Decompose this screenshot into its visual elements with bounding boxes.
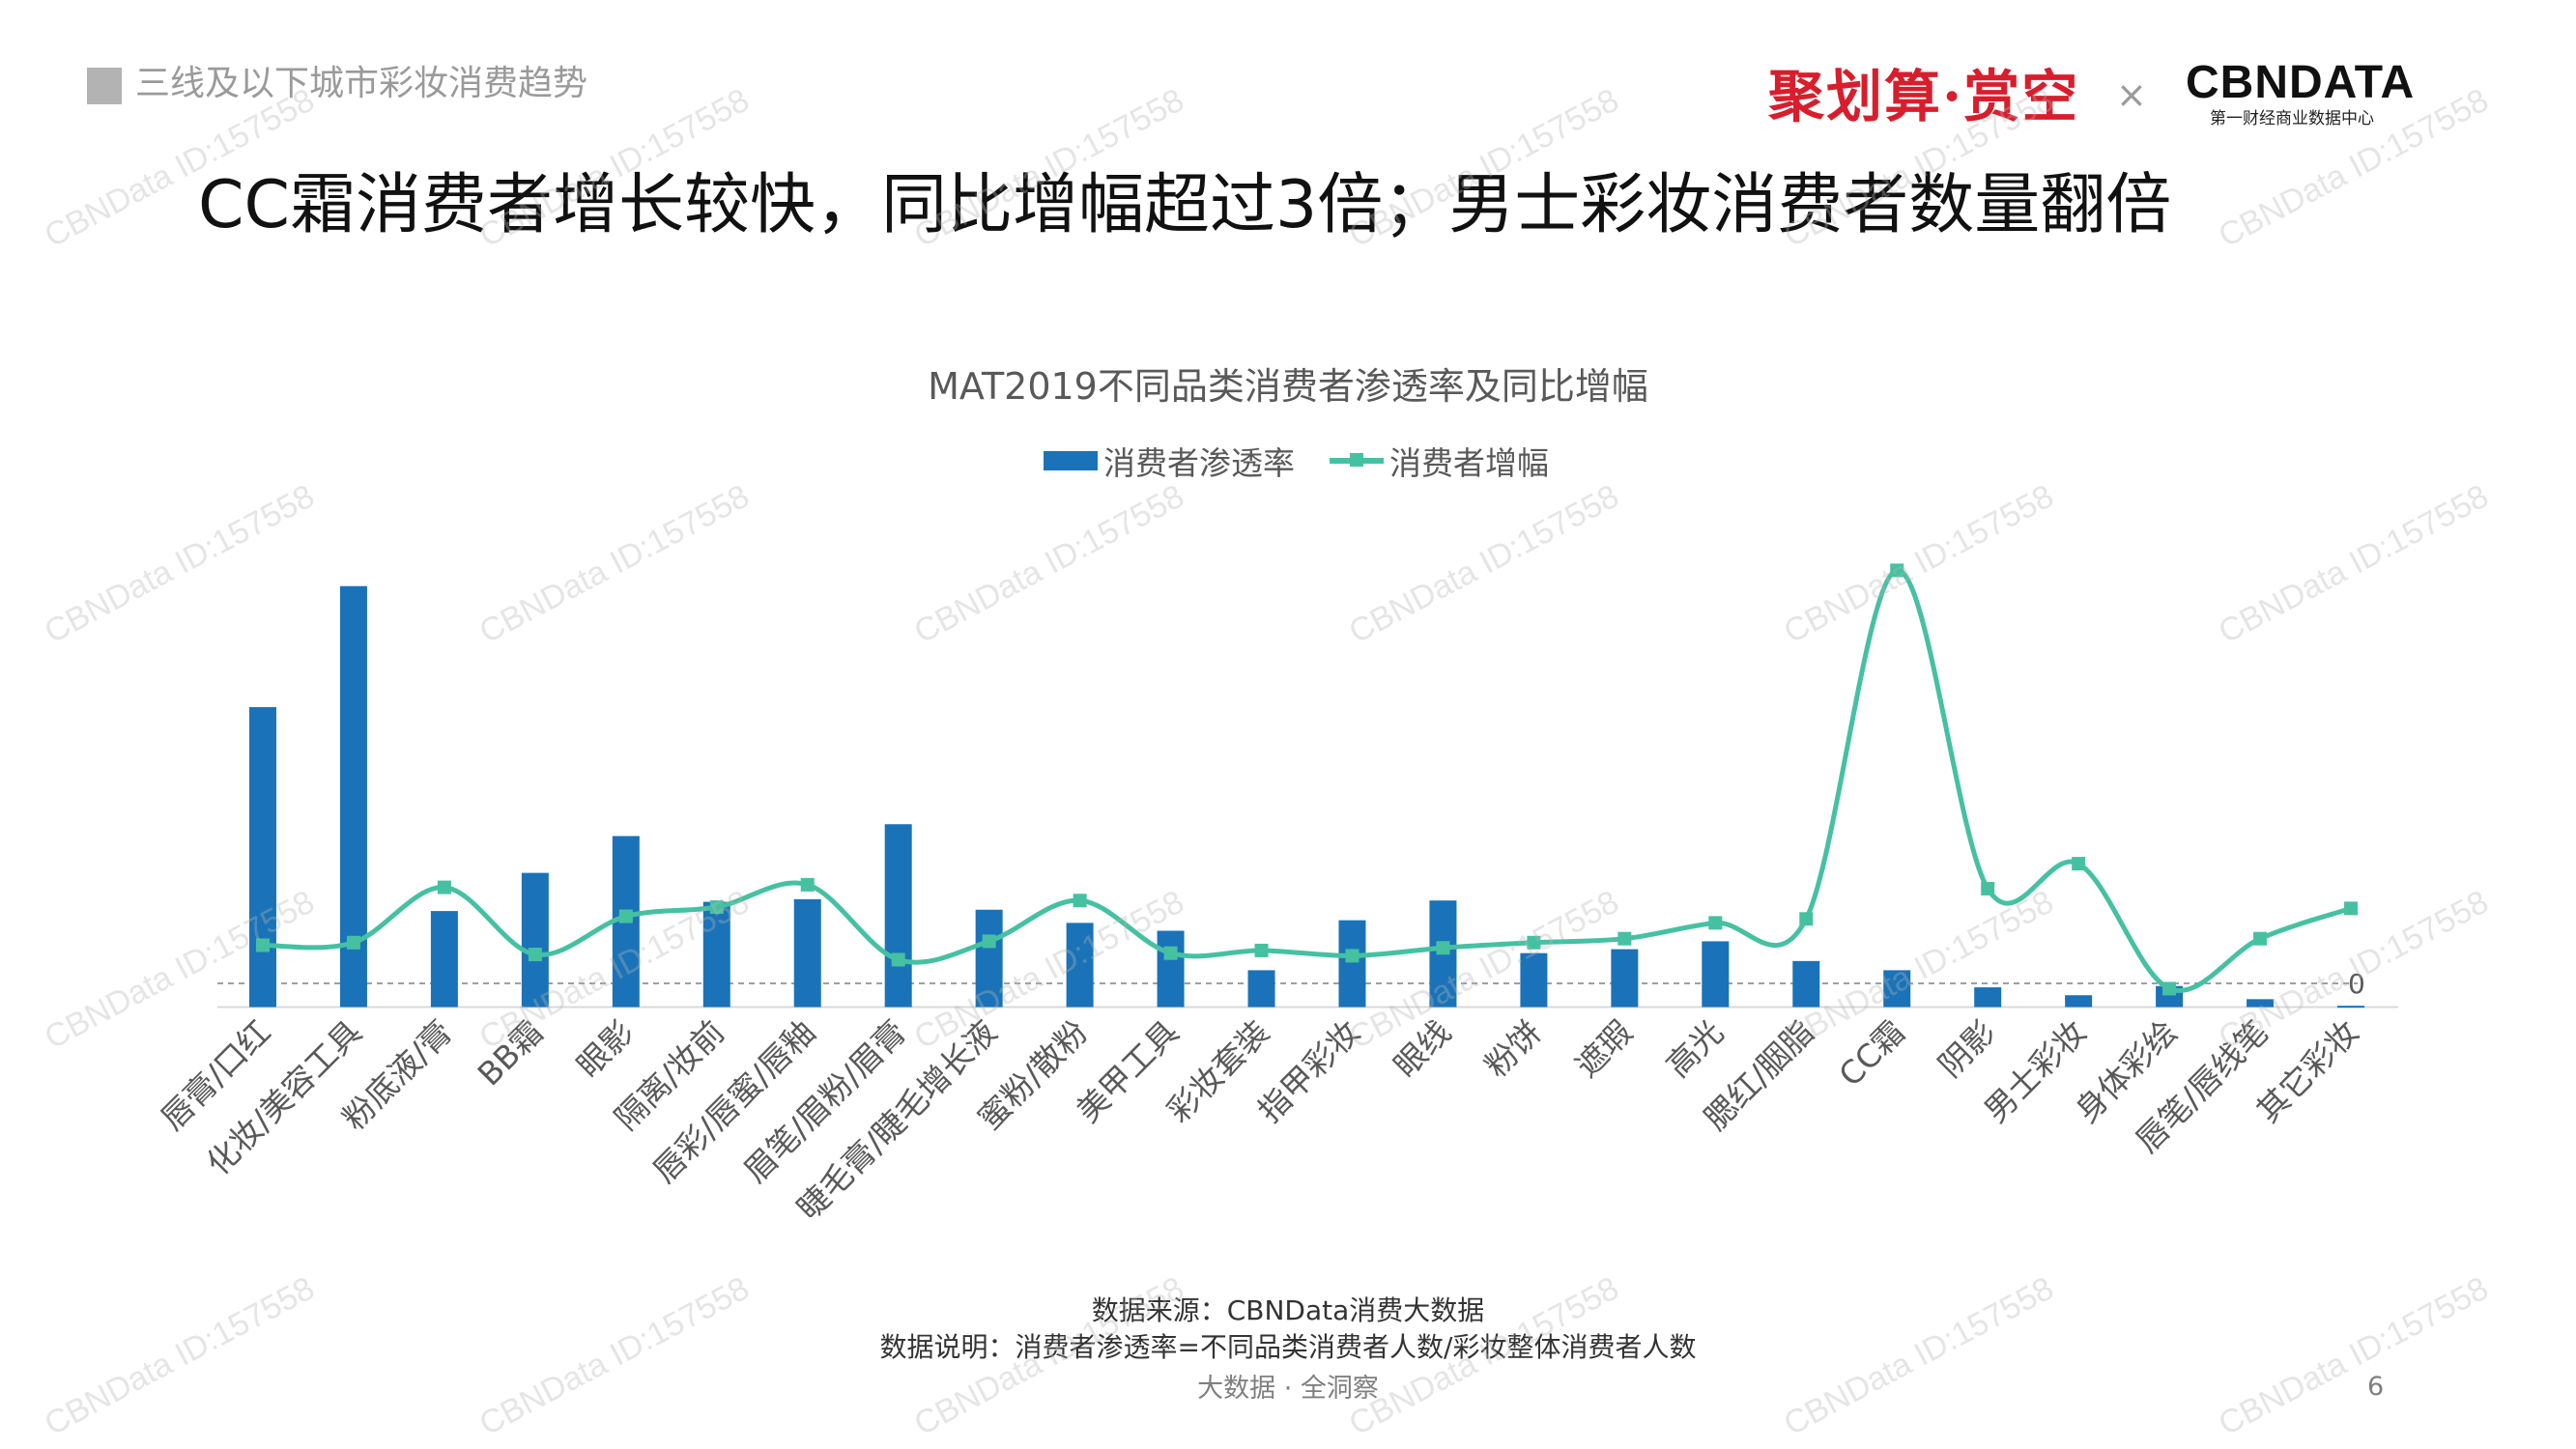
brand-separator: × <box>2116 73 2147 116</box>
growth-marker <box>2253 931 2268 946</box>
bar-penetration <box>430 911 458 1008</box>
bar-penetration <box>1338 920 1366 1008</box>
category-label: 阴影 <box>1932 1013 2003 1085</box>
legend-label-penetration: 消费者渗透率 <box>1103 444 1295 482</box>
growth-marker <box>1163 946 1178 960</box>
page-number: 6 <box>2367 1372 2385 1402</box>
category-label: BB霜 <box>471 1013 551 1094</box>
growth-line <box>262 567 2352 993</box>
category-label: 高光 <box>1659 1013 1731 1085</box>
cbndata-subtitle: 第一财经商业数据中心 <box>2210 109 2374 128</box>
headline: CC霜消费者增长较快，同比增幅超过3倍；男士彩妆消费者数量翻倍 <box>198 167 2172 243</box>
bar-penetration <box>248 707 276 1008</box>
data-source-note: 数据来源：CBNData消费大数据 <box>1091 1294 1485 1326</box>
legend-item-penetration: 消费者渗透率 <box>1044 438 1295 484</box>
category-label: 遮瑕 <box>1568 1013 1640 1085</box>
bar-penetration <box>2247 999 2275 1008</box>
growth-marker <box>2072 857 2086 871</box>
bar-penetration <box>884 824 912 1008</box>
bar-penetration <box>793 898 821 1008</box>
growth-marker <box>1073 894 1087 908</box>
chart-legend: 消费者渗透率 消费者增幅 <box>1044 440 1584 482</box>
growth-marker <box>891 952 905 967</box>
growth-marker <box>1527 935 1541 950</box>
growth-marker <box>1890 563 1904 578</box>
growth-marker <box>618 909 633 923</box>
category-label: 眼影 <box>569 1013 641 1085</box>
growth-marker <box>709 900 724 915</box>
bar-penetration <box>521 872 549 1008</box>
category-label: CC霜 <box>1831 1013 1912 1094</box>
category-label: 其它彩妆 <box>2249 1013 2366 1130</box>
chart-title: MAT2019不同品类消费者渗透率及同比增幅 <box>928 365 1648 408</box>
growth-marker <box>2162 981 2177 996</box>
bar-penetration <box>1247 970 1275 1008</box>
growth-marker <box>1345 949 1360 963</box>
cbndata-wordmark: CBNDATA <box>2186 57 2416 108</box>
growth-marker <box>1617 931 1632 946</box>
bar-penetration <box>1157 930 1185 1008</box>
category-label: 眼线 <box>1387 1013 1458 1085</box>
growth-marker <box>1708 916 1723 930</box>
growth-marker <box>1799 912 1814 926</box>
growth-marker <box>528 948 542 962</box>
brand-logo-cbndata: CBNDATA 第一财经商业数据中心 <box>2186 57 2416 129</box>
legend-item-growth: 消费者增幅 <box>1330 438 1549 484</box>
growth-marker <box>2344 901 2359 916</box>
data-definition-note: 数据说明：消费者渗透率=不同品类消费者人数/彩妆整体消费者人数 <box>879 1331 1697 1363</box>
bar-penetration <box>1611 949 1639 1008</box>
legend-label-growth: 消费者增幅 <box>1389 444 1549 482</box>
bar-penetration <box>1520 952 1548 1008</box>
category-label: 指甲彩妆 <box>1250 1013 1367 1130</box>
bar-penetration <box>2337 1006 2365 1009</box>
legend-bar-swatch <box>1044 451 1098 470</box>
zero-label: 0 <box>2348 968 2365 1000</box>
growth-marker <box>982 934 996 949</box>
legend-line-swatch <box>1330 453 1384 467</box>
bar-penetration <box>702 901 730 1008</box>
category-label: 眉笔/眉粉/眉膏 <box>736 1013 913 1190</box>
brand-logo-juhuasuan: 聚划算·赏空 <box>1768 64 2080 129</box>
section-marker <box>87 68 122 104</box>
section-title: 三线及以下城市彩妆消费趋势 <box>135 64 588 103</box>
category-label: 唇彩/唇蜜/唇釉 <box>645 1013 822 1190</box>
growth-marker <box>437 880 451 895</box>
growth-marker <box>255 938 270 952</box>
bar-penetration <box>1883 970 1911 1008</box>
growth-marker <box>800 877 815 892</box>
growth-marker <box>1436 941 1450 955</box>
bar-penetration <box>1702 941 1730 1008</box>
bar-penetration <box>975 909 1003 1008</box>
growth-marker <box>346 935 360 950</box>
growth-marker <box>1981 881 1995 895</box>
bar-penetration <box>1792 960 1820 1008</box>
growth-marker <box>1254 943 1269 957</box>
footer-tagline: 大数据 · 全洞察 <box>1197 1374 1379 1404</box>
category-label: 粉饼 <box>1477 1013 1549 1085</box>
bar-penetration <box>1974 987 2002 1008</box>
bar-penetration <box>1066 923 1094 1008</box>
bar-penetration <box>2065 995 2093 1008</box>
